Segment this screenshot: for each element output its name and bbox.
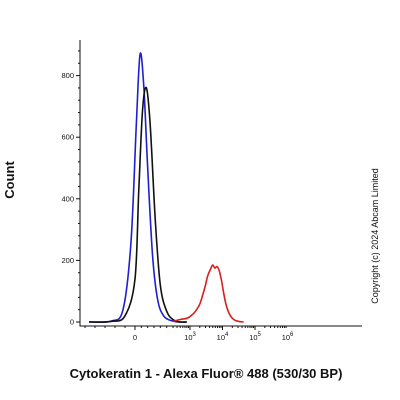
histogram-curves — [88, 52, 244, 324]
y-tick-label: 600 — [61, 133, 74, 142]
plot-frame — [79, 40, 362, 327]
x-tick-label: 103 — [184, 332, 196, 342]
copyright-notice: Copyright (c) 2024 Abcam Limited — [370, 168, 380, 304]
x-tick-label: 104 — [217, 332, 229, 342]
y-tick-label: 800 — [61, 71, 74, 80]
x-tick-label: 0 — [133, 333, 137, 342]
x-axis-ticks: 0 103 104 105 106 — [84, 326, 294, 342]
cytokeratin-1-curve — [172, 264, 244, 323]
y-tick-label: 0 — [70, 318, 74, 327]
y-tick-label: 200 — [61, 256, 74, 265]
isotype-control-curve — [88, 52, 187, 324]
x-axis-title: Cytokeratin 1 - Alexa Fluor® 488 (530/30… — [70, 366, 343, 381]
axis-lines — [79, 40, 362, 327]
y-axis-ticks: 0 200 400 600 800 — [61, 50, 80, 327]
unlabelled-control-curve — [88, 86, 187, 323]
y-axis-title: Count — [2, 161, 17, 199]
y-tick-label: 400 — [61, 194, 74, 203]
x-tick-label: 106 — [282, 332, 294, 342]
x-tick-label: 105 — [249, 332, 261, 342]
